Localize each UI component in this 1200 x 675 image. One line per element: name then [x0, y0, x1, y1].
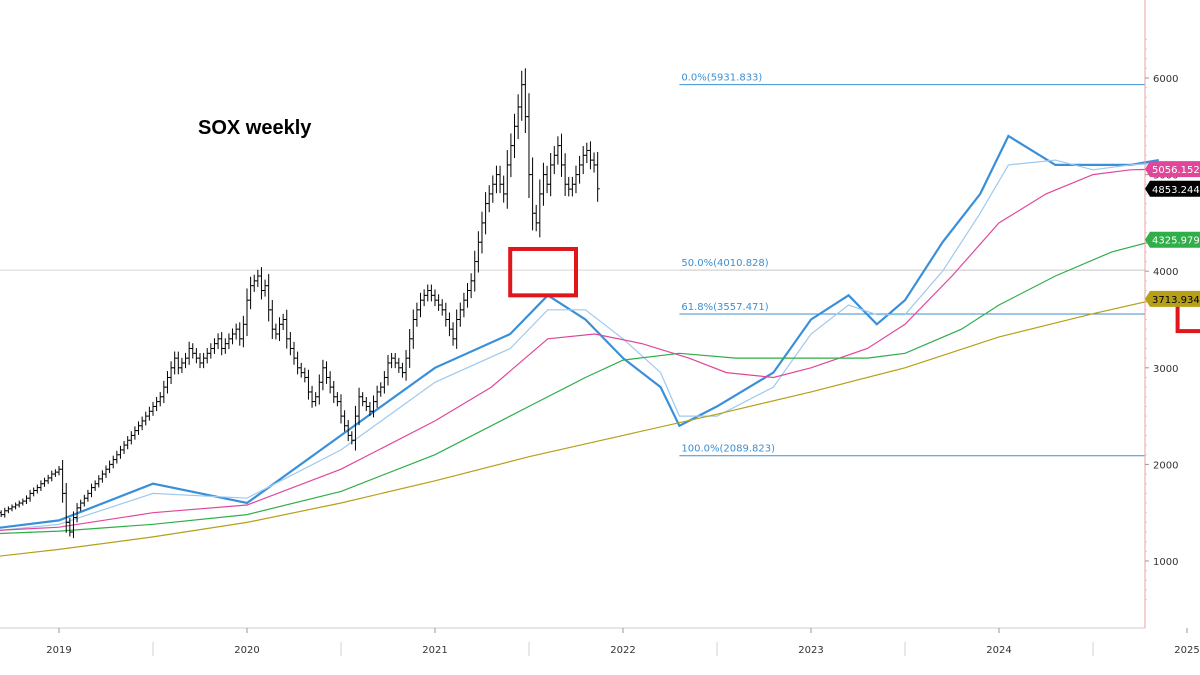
y-tick-label: 4000 [1153, 267, 1178, 278]
price-tag [1145, 231, 1200, 248]
moving-average-lines [0, 134, 1159, 557]
moving-average-line [0, 134, 1159, 529]
chart-title: SOX weekly [198, 117, 312, 139]
moving-average-line [0, 168, 1159, 531]
y-tick-label: 6000 [1153, 74, 1178, 85]
fib-level-label: 100.0%(2089.823) [681, 444, 775, 455]
price-tag [1145, 161, 1200, 178]
annotations: ? [508, 246, 1200, 334]
x-tick-label: 2020 [234, 645, 259, 656]
fib-level-label: 61.8%(3557.471) [681, 302, 768, 313]
price-tag-label: 4325.979 [1152, 236, 1200, 247]
price-bars [0, 68, 600, 539]
fib-level-label: 50.0%(4010.828) [681, 258, 768, 269]
x-tick-label: 2025 [1174, 645, 1199, 656]
price-tag-label: 3713.934 [1152, 295, 1200, 306]
x-tick-label: 2019 [46, 645, 71, 656]
y-tick-label: 1000 [1153, 557, 1178, 568]
price-tag-label: 5056.152 [1152, 165, 1200, 176]
price-tag [1145, 180, 1200, 197]
x-tick-label: 2021 [422, 645, 447, 656]
y-tick-label: 3000 [1153, 364, 1178, 375]
price-tag-label: 4853.244 [1152, 185, 1200, 196]
x-tick-label: 2022 [610, 645, 635, 656]
fib-level-label: 0.0%(5931.833) [681, 73, 762, 84]
moving-average-line [0, 159, 1159, 531]
x-tick-label: 2024 [986, 645, 1011, 656]
price-tags: 5056.152 4853.244 4325.979 3713.934 [1145, 161, 1200, 307]
axes [0, 0, 1146, 629]
moving-average-line [0, 298, 1159, 557]
highlight-box [508, 246, 579, 298]
moving-average-line [0, 239, 1159, 535]
price-tag [1145, 290, 1200, 307]
y-tick-label: 2000 [1153, 460, 1178, 471]
fibonacci-levels: 0.0%(5931.833) 50.0%(4010.828) 61.8%(3557.… [0, 73, 1145, 457]
x-tick-label: 2023 [798, 645, 823, 656]
